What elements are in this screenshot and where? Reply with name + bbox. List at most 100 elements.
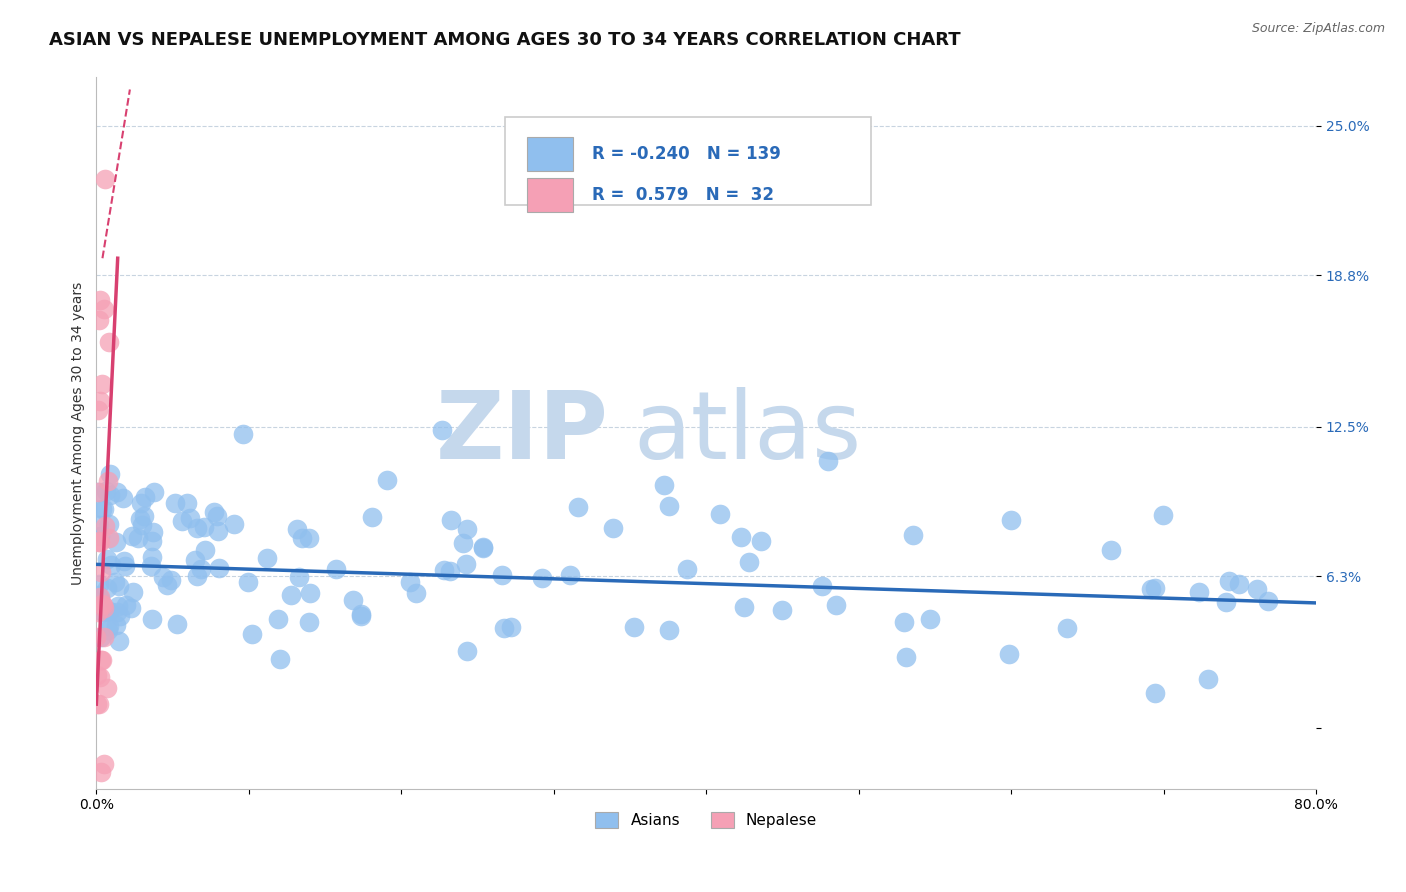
Point [193,520,215,534]
Point [127,531,149,545]
Point [105,484,128,499]
Point [87,606,110,620]
Point [87,403,110,417]
Point [132,508,155,523]
Point [93,630,115,644]
Point [90,764,112,779]
Point [405,585,427,599]
Point [131,517,153,532]
Point [89,293,111,307]
Point [451,535,474,549]
Point [98,467,121,482]
Point [152,570,174,584]
Point [163,496,186,510]
Point [285,523,308,537]
Point [1188,585,1211,599]
Point [893,615,915,629]
Point [602,521,624,535]
Point [97,517,120,532]
Point [342,592,364,607]
Point [298,532,321,546]
Point [456,523,478,537]
Text: Source: ZipAtlas.com: Source: ZipAtlas.com [1251,22,1385,36]
Point [97,531,120,545]
Point [256,550,278,565]
Point [456,643,478,657]
Point [1144,582,1167,596]
Point [141,612,163,626]
Point [112,491,135,505]
Point [267,611,290,625]
Point [112,554,135,568]
Point [142,524,165,539]
Point [737,555,759,569]
Point [89,535,111,549]
Point [90,630,112,644]
Point [93,519,115,533]
Point [1143,686,1166,700]
Point [107,605,129,619]
Point [456,557,478,571]
Point [110,608,132,623]
Text: R =  0.579   N =  32: R = 0.579 N = 32 [592,186,773,203]
Point [184,553,207,567]
Point [141,533,163,548]
Point [89,697,111,711]
Point [472,541,495,555]
Point [439,564,461,578]
Point [89,535,111,549]
Point [1246,582,1268,596]
Point [100,558,122,573]
Point [89,577,111,591]
Point [89,592,111,607]
Point [86,668,108,682]
Point [91,501,114,516]
Point [94,483,117,498]
Point [105,535,128,549]
Point [129,495,152,509]
Text: R = -0.240   N = 139: R = -0.240 N = 139 [592,145,780,163]
Point [623,620,645,634]
Point [98,487,121,501]
Point [86,588,108,602]
Point [298,615,321,629]
Text: ASIAN VS NEPALESE UNEMPLOYMENT AMONG AGES 30 TO 34 YEARS CORRELATION CHART: ASIAN VS NEPALESE UNEMPLOYMENT AMONG AGE… [49,31,960,49]
Point [810,579,832,593]
Point [90,376,112,391]
Point [104,575,127,590]
Point [658,500,681,514]
Point [108,634,131,648]
Point [97,618,120,632]
Point [207,524,229,538]
Point [298,586,321,600]
Point [433,564,456,578]
Point [96,552,118,566]
Point [499,619,522,633]
Point [1197,672,1219,686]
Point [94,171,117,186]
Point [176,496,198,510]
Point [399,574,422,589]
Text: atlas: atlas [633,387,862,479]
Point [472,541,495,555]
Point [375,473,398,487]
Point [166,616,188,631]
Point [901,527,924,541]
Point [194,542,217,557]
Point [733,599,755,614]
Point [90,565,112,579]
Point [558,568,581,582]
FancyBboxPatch shape [527,178,574,211]
Point [1140,582,1163,596]
Point [1000,513,1022,527]
Point [139,558,162,573]
Point [104,618,127,632]
FancyBboxPatch shape [505,117,870,205]
Point [134,490,156,504]
Point [122,584,145,599]
Point [894,650,917,665]
Point [280,587,302,601]
Point [918,612,941,626]
Point [440,513,463,527]
Point [232,427,254,442]
